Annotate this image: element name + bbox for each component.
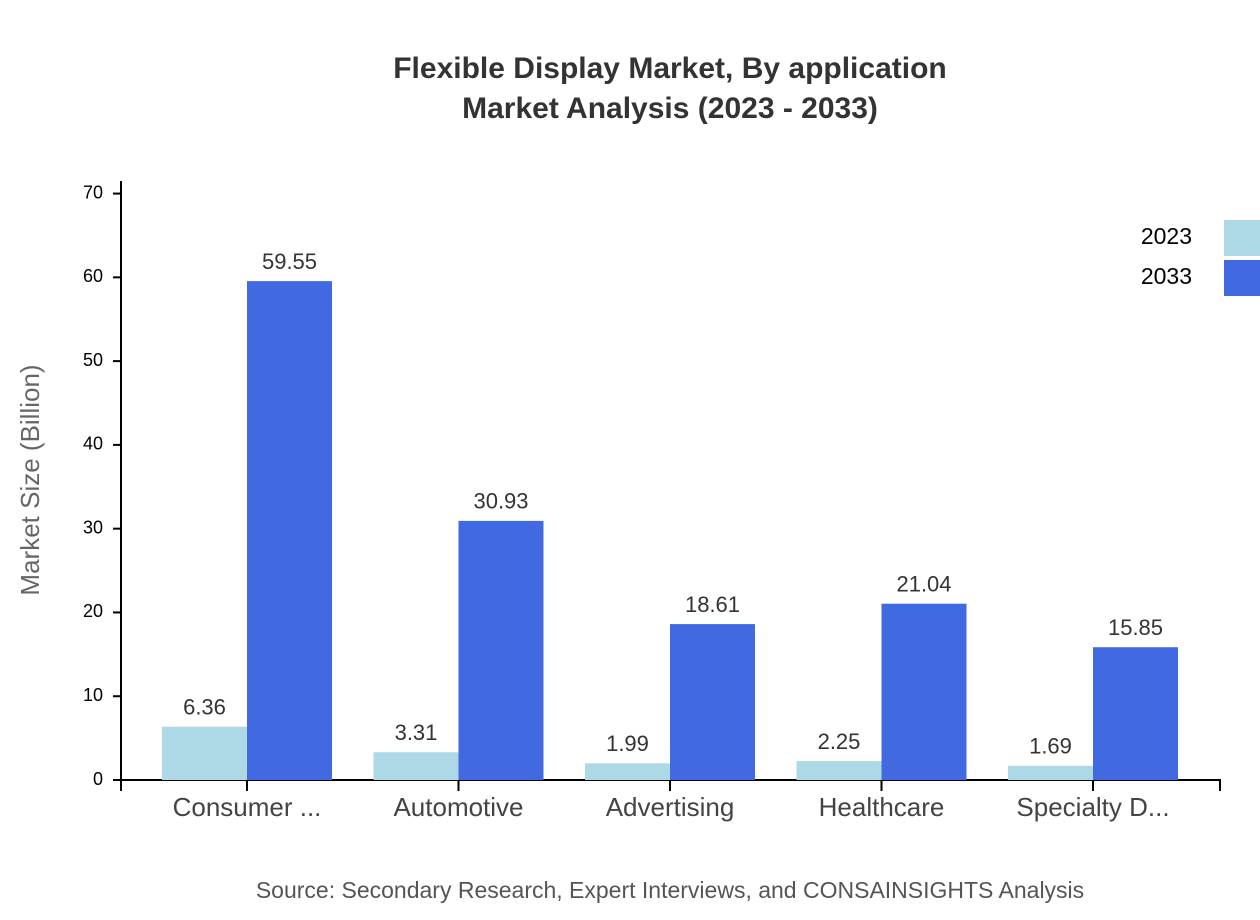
bar xyxy=(373,752,459,780)
value-label: 18.61 xyxy=(685,592,740,617)
value-label: 1.69 xyxy=(1029,734,1072,759)
value-label: 3.31 xyxy=(395,720,438,745)
source-note: Source: Secondary Research, Expert Inter… xyxy=(256,877,1084,903)
x-tick-label: Healthcare xyxy=(819,792,945,822)
chart-title: Flexible Display Market, By application xyxy=(393,52,947,85)
value-label: 6.36 xyxy=(183,695,226,720)
x-tick-label: Specialty D... xyxy=(1016,792,1169,822)
y-tick-label: 60 xyxy=(83,266,103,286)
x-tick-label: Automotive xyxy=(393,792,523,822)
bar xyxy=(458,520,544,780)
bar xyxy=(1093,647,1178,780)
value-label: 15.85 xyxy=(1108,615,1163,640)
bar xyxy=(162,726,247,780)
y-tick-label: 40 xyxy=(83,434,103,454)
bar xyxy=(1008,765,1093,780)
y-tick-label: 20 xyxy=(83,601,103,621)
x-tick-label: Consumer ... xyxy=(173,792,322,822)
x-tick-label: Advertising xyxy=(606,792,735,822)
legend-swatch xyxy=(1224,220,1260,256)
y-tick-label: 10 xyxy=(83,685,103,705)
bar xyxy=(585,763,670,780)
y-tick-label: 30 xyxy=(83,517,103,537)
value-label: 59.55 xyxy=(262,249,317,274)
legend-swatch xyxy=(1224,260,1260,296)
bar xyxy=(247,281,332,780)
value-label: 2.25 xyxy=(818,729,861,754)
bar xyxy=(881,603,967,780)
legend-label: 2033 xyxy=(1141,263,1192,289)
y-tick-label: 70 xyxy=(83,182,103,202)
chart-subtitle: Market Analysis (2023 - 2033) xyxy=(462,92,878,125)
y-axis-title: Market Size (Billion) xyxy=(15,364,45,595)
value-label: 1.99 xyxy=(606,731,649,756)
value-label: 30.93 xyxy=(473,489,528,514)
y-tick-label: 50 xyxy=(83,350,103,370)
bar xyxy=(796,761,882,780)
legend-label: 2023 xyxy=(1141,223,1192,249)
value-label: 21.04 xyxy=(896,572,951,597)
bar xyxy=(670,624,755,780)
y-tick-label: 0 xyxy=(93,769,103,789)
